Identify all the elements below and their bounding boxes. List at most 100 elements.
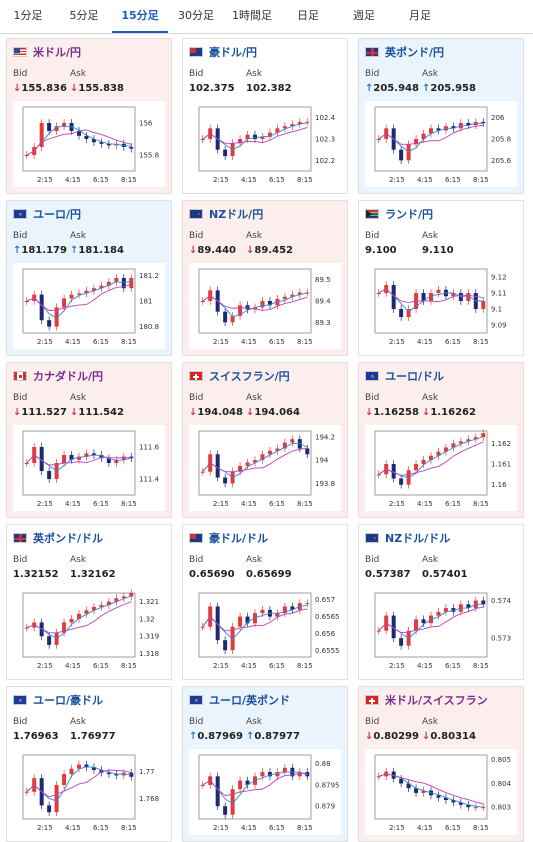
- y-tick-label: 1.161: [491, 461, 511, 469]
- tab-5[interactable]: 日足: [297, 9, 319, 22]
- bid-price: 0.80299: [373, 731, 419, 742]
- candle-body: [39, 622, 44, 637]
- pair-name[interactable]: 米ドル/スイスフラン: [385, 694, 488, 707]
- pair-name[interactable]: ユーロ/豪ドル: [33, 694, 104, 707]
- ma-short-line: [26, 280, 132, 319]
- x-tick-label: 2:15: [389, 500, 405, 508]
- flag-ch-icon: [189, 371, 203, 381]
- candle-body: [129, 277, 134, 289]
- y-tick-label: 155.8: [139, 152, 159, 160]
- candle-body: [215, 454, 220, 478]
- pair-name[interactable]: 英ポンド/円: [385, 46, 445, 59]
- currency-card[interactable]: 米ドル/円 Bid Ask ↓155.836 ↓155.838 156 155.8 2:15 4…: [6, 38, 172, 194]
- currency-card[interactable]: 英ポンド/ドル Bid Ask 1.32152 1.32162 1.321 1.32 1.31…: [6, 524, 172, 680]
- tab-0[interactable]: 1分足: [13, 9, 43, 22]
- candle-body: [114, 277, 119, 282]
- x-tick-label: 4:15: [65, 338, 81, 346]
- y-tick-label: 194: [315, 457, 329, 465]
- candle-body: [473, 437, 478, 440]
- x-tick-label: 4:15: [417, 176, 433, 184]
- chart-frame: [22, 106, 136, 172]
- price-chart[interactable]: 9.12 9.11 9.1 9.09 2:15 4:15 6:15 8:15: [365, 263, 517, 349]
- price-chart[interactable]: 181.2 181 180.8 2:15 4:15 6:15 8:15: [13, 263, 165, 349]
- pair-name[interactable]: NZドル/ドル: [385, 532, 451, 545]
- flag-au-icon: [189, 533, 203, 543]
- currency-card[interactable]: 豪ドル/ドル Bid Ask 0.65690 0.65699 0.657 0.6565 0.6…: [182, 524, 348, 680]
- candle-body: [69, 455, 74, 460]
- ask-value: 0.65699: [246, 569, 292, 580]
- price-chart[interactable]: 111.6 111.4 2:15 4:15 6:15 8:15: [13, 425, 165, 511]
- pair-name[interactable]: NZドル/円: [209, 208, 264, 221]
- price-chart[interactable]: 0.88 0.8795 0.879 2:15 4:15 6:15 8:15: [189, 749, 341, 835]
- price-chart[interactable]: 194.2 194 193.8 2:15 4:15 6:15 8:15: [189, 425, 341, 511]
- tab-6[interactable]: 週足: [353, 9, 375, 22]
- currency-card[interactable]: ユーロ/ドル Bid Ask ↓1.16258 ↓1.16262 1.162 1.161 1.…: [358, 362, 524, 518]
- pair-name[interactable]: カナダドル/円: [33, 370, 104, 383]
- y-tick-label: 0.805: [491, 756, 511, 764]
- currency-card[interactable]: NZドル/ドル Bid Ask 0.57387 0.57401 0.574 0.573 2:1…: [358, 524, 524, 680]
- currency-card[interactable]: ランド/円 Bid Ask 9.100 9.110 9.12 9.11 9.1 9.09 2:15…: [358, 200, 524, 356]
- price-chart[interactable]: 89.5 89.4 89.3 2:15 4:15 6:15 8:15: [189, 263, 341, 349]
- price-chart[interactable]: 1.162 1.161 1.16 2:15 4:15 6:15 8:15: [365, 425, 517, 511]
- price-chart[interactable]: 0.657 0.6565 0.656 0.6555 2:15 4:15 6:15 8:15: [189, 587, 341, 673]
- x-tick-label: 2:15: [213, 662, 229, 670]
- ask-label: Ask: [70, 555, 87, 565]
- candle-body: [260, 772, 265, 777]
- ask-label: Ask: [70, 393, 87, 403]
- pair-name[interactable]: 米ドル/円: [33, 46, 82, 59]
- currency-card[interactable]: ユーロ/豪ドル Bid Ask 1.76963 1.76977 1.77 1.768 2:15…: [6, 686, 172, 842]
- tab-3[interactable]: 30分足: [178, 9, 214, 22]
- y-tick-label: 205.8: [491, 136, 511, 144]
- ma-long-line: [26, 129, 132, 156]
- pair-name[interactable]: ユーロ/円: [33, 208, 82, 221]
- tab-4[interactable]: 1時間足: [232, 9, 272, 22]
- candle-body: [429, 455, 433, 460]
- ask-value: 1.32162: [70, 569, 116, 580]
- pair-name[interactable]: スイスフラン/円: [209, 370, 290, 383]
- ma-short-line: [202, 292, 308, 318]
- price-chart[interactable]: 1.77 1.768 2:15 4:15 6:15 8:15: [13, 749, 165, 835]
- currency-card[interactable]: ユーロ/英ポンド Bid Ask ↑0.87969 ↑0.87977 0.88 0.8795…: [182, 686, 348, 842]
- currency-card[interactable]: カナダドル/円 Bid Ask ↓111.527 ↓111.542 111.6 111.4 2…: [6, 362, 172, 518]
- flag-eu-icon: [13, 695, 27, 705]
- currency-card[interactable]: ユーロ/円 Bid Ask ↑181.179 ↑181.184 181.2 181 180.8…: [6, 200, 172, 356]
- bid-value: 1.76963: [13, 731, 59, 742]
- chart-frame: [374, 754, 488, 820]
- price-chart[interactable]: 206 205.8 205.6 2:15 4:15 6:15 8:15: [365, 101, 517, 187]
- y-tick-label: 205.6: [491, 157, 512, 165]
- ask-value: ↓0.80314: [422, 731, 476, 742]
- currency-card[interactable]: 米ドル/スイスフラン Bid Ask ↓0.80299 ↓0.80314 0.805 0.8…: [358, 686, 524, 842]
- candle-body: [376, 474, 381, 476]
- candle-body: [77, 131, 81, 136]
- candle-body: [275, 613, 280, 617]
- currency-card[interactable]: 豪ドル/円 Bid Ask 102.375 102.382 102.4 102.3 102.2…: [182, 38, 348, 194]
- price-chart[interactable]: 0.805 0.804 0.803 2:15 4:15 6:15 8:15: [365, 749, 517, 835]
- trend-down-icon: ↓: [365, 407, 374, 418]
- price-chart[interactable]: 156 155.8 2:15 4:15 6:15 8:15: [13, 101, 165, 187]
- tab-2[interactable]: 15分足: [112, 0, 168, 33]
- bid-value: ↓1.16258: [365, 407, 419, 418]
- chart-svg: 89.5 89.4 89.3 2:15 4:15 6:15 8:15: [198, 268, 331, 346]
- candle-body: [253, 613, 257, 624]
- pair-name[interactable]: 英ポンド/ドル: [33, 532, 104, 545]
- price-chart[interactable]: 1.321 1.32 1.319 1.318 2:15 4:15 6:15 8:15: [13, 587, 165, 673]
- tab-7[interactable]: 月足: [409, 9, 431, 22]
- pair-name[interactable]: ランド/円: [385, 208, 434, 221]
- currency-card[interactable]: 英ポンド/円 Bid Ask ↑205.948 ↑205.958 206 205.8 205.…: [358, 38, 524, 194]
- candle-body: [215, 606, 220, 641]
- tab-1[interactable]: 5分足: [69, 9, 99, 22]
- trend-down-icon: ↓: [246, 407, 255, 418]
- pair-name[interactable]: ユーロ/ドル: [385, 370, 445, 383]
- pair-name[interactable]: ユーロ/英ポンド: [209, 694, 291, 707]
- pair-name[interactable]: 豪ドル/円: [209, 46, 258, 59]
- y-tick-label: 1.318: [139, 650, 159, 658]
- currency-card[interactable]: スイスフラン/円 Bid Ask ↓194.048 ↓194.064 194.2 194 19…: [182, 362, 348, 518]
- y-tick-label: 0.804: [491, 780, 512, 788]
- candle-body: [106, 601, 111, 606]
- price-chart[interactable]: 102.4 102.3 102.2 2:15 4:15 6:15 8:15: [189, 101, 341, 187]
- bid-price: 194.048: [197, 407, 243, 418]
- candle-body: [406, 783, 411, 789]
- price-chart[interactable]: 0.574 0.573 2:15 4:15 6:15 8:15: [365, 587, 517, 673]
- currency-card[interactable]: NZドル/円 Bid Ask ↓89.440 ↓89.452 89.5 89.4 89.3 2:…: [182, 200, 348, 356]
- pair-name[interactable]: 豪ドル/ドル: [209, 532, 269, 545]
